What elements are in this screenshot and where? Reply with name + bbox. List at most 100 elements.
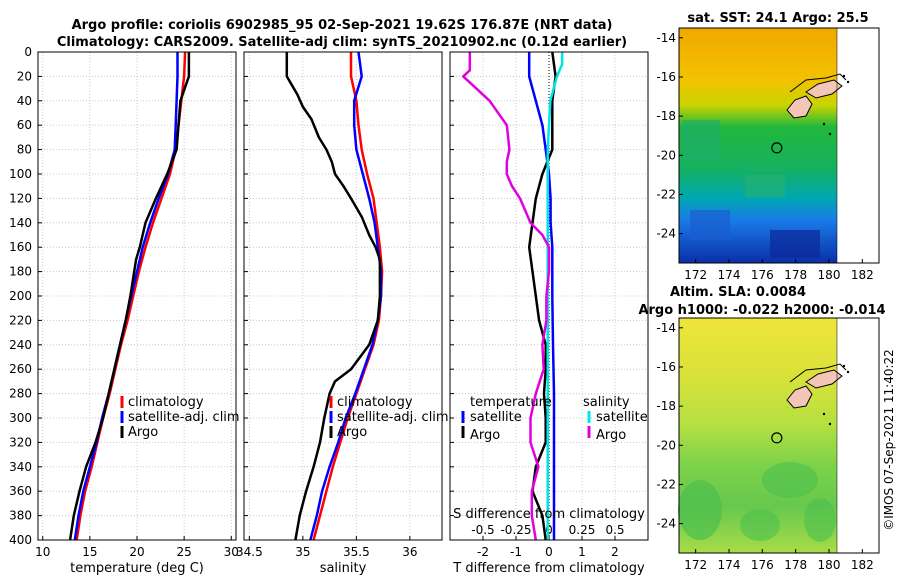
legend-label-t-satellite: satellite — [470, 410, 522, 425]
lon-tick-label: 180 — [818, 268, 841, 282]
lat-tick-label: -20 — [656, 148, 676, 162]
lon-tick-label: 178 — [784, 558, 807, 572]
x-tick-label: 25 — [177, 545, 192, 559]
s-difference-axis-label: S difference from climatology — [453, 507, 645, 522]
temperature-legend: climatology satellite-adj. clim Argo — [120, 395, 240, 440]
y-tick-label: 160 — [9, 240, 32, 254]
y-tick-label: 340 — [9, 460, 32, 474]
lat-tick-label: -14 — [656, 31, 676, 45]
y-tick-label: 320 — [9, 435, 32, 449]
legend-label-s-argo: Argo — [596, 428, 626, 443]
y-tick-label: 240 — [9, 338, 32, 352]
lat-tick-label: -20 — [656, 438, 676, 452]
lat-tick-label: -22 — [656, 187, 676, 201]
depth-axis-ticks: 0 20 40 60 80 100 120 140 160 180 200 220 240 260 280 3… — [9, 45, 32, 547]
y-tick-label: 220 — [9, 313, 32, 327]
sla-map-title: Altim. SLA: 0.0084 — [670, 285, 806, 300]
x-tick-label: 35 — [295, 545, 310, 559]
y-tick-label: 200 — [9, 289, 32, 303]
series-line-climatology — [312, 52, 384, 541]
y-tick-label: 400 — [9, 533, 32, 547]
t-difference-axis-ticks: -2 -1 0 1 2 — [477, 545, 619, 559]
figure-title-line-2: Climatology: CARS2009. Satellite-adj cli… — [57, 35, 627, 50]
legend-label-argo: Argo — [128, 425, 158, 440]
legend-title-temperature: temperature — [470, 395, 552, 410]
legend-title-salinity: salinity — [583, 395, 630, 410]
temperature-axis-ticks: 10 15 20 25 30 — [35, 545, 239, 559]
fiji-islands — [786, 363, 850, 426]
series-line-temperature-argo — [527, 51, 557, 541]
x-tick-label: 0 — [545, 545, 553, 559]
lat-tick-label: -18 — [656, 399, 676, 413]
x-tick-label: 1 — [578, 545, 586, 559]
salinity-axis-ticks: 34.5 35 35.5 36 — [236, 545, 418, 559]
y-tick-label: 100 — [9, 167, 32, 181]
series-line-salinity-satellite — [546, 52, 564, 540]
fiji-islands — [786, 73, 850, 136]
legend-label-t-argo: Argo — [470, 428, 500, 443]
temperature-panel: 0 20 40 60 80 100 120 140 160 180 200 220 240 260 280 3… — [9, 45, 240, 576]
x-tick-label: 15 — [82, 545, 97, 559]
lon-tick-label: 178 — [784, 268, 807, 282]
salinity-axis-label: salinity — [320, 561, 367, 576]
x-tick-label: 36 — [402, 545, 417, 559]
s-tick-label: 0.5 — [605, 523, 624, 537]
difference-panel: -2 -1 0 1 2 -0.5 -0.25 0 0.25 0.5 T difference f… — [449, 51, 649, 576]
s-tick-label: -0.25 — [500, 523, 531, 537]
series-line-argo — [68, 52, 191, 541]
y-tick-label: 280 — [9, 387, 32, 401]
lon-tick-label: 182 — [851, 558, 874, 572]
lon-tick-label: 172 — [684, 558, 707, 572]
x-tick-label: 2 — [611, 545, 619, 559]
salinity-panel: 34.5 35 35.5 36 salinity climatology satell… — [236, 51, 449, 576]
series-line-salinity-argo — [461, 52, 551, 541]
sla-map: Altim. SLA: 0.0084 Argo h1000: -0.022 h2… — [638, 285, 885, 572]
x-tick-label: 35.5 — [343, 545, 370, 559]
x-tick-label: 30 — [224, 545, 239, 559]
watermark: ©IMOS 07-Sep-2021 11:40:22 — [882, 349, 896, 531]
legend-label-argo: Argo — [337, 425, 367, 440]
sst-map: sat. SST: 24.1 Argo: 25.5 172 174 176 178 18… — [656, 11, 880, 282]
lon-tick-label: 176 — [751, 558, 774, 572]
s-tick-label: 0 — [545, 523, 553, 537]
y-tick-label: 180 — [9, 265, 32, 279]
lon-tick-label: 180 — [818, 558, 841, 572]
argo-location-marker — [771, 432, 783, 444]
sla-map-subtitle: Argo h1000: -0.022 h2000: -0.014 — [638, 303, 885, 318]
lon-tick-label: 176 — [751, 268, 774, 282]
difference-legend: temperature satellite Argo salinity sate… — [461, 395, 648, 443]
y-tick-label: 380 — [9, 509, 32, 523]
lon-tick-label: 182 — [851, 268, 874, 282]
legend-label-satellite: satellite-adj. clim — [128, 410, 240, 425]
lat-tick-label: -18 — [656, 109, 676, 123]
lat-tick-label: -16 — [656, 360, 676, 374]
x-tick-label: 10 — [35, 545, 50, 559]
y-tick-label: 300 — [9, 411, 32, 425]
y-tick-label: 120 — [9, 191, 32, 205]
lon-tick-label: 174 — [718, 268, 741, 282]
x-tick-label: -2 — [477, 545, 489, 559]
y-tick-label: 260 — [9, 362, 32, 376]
lat-tick-label: -14 — [656, 321, 676, 335]
series-line-temperature-satellite — [527, 52, 556, 540]
y-tick-label: 40 — [17, 94, 32, 108]
lat-tick-label: -22 — [656, 477, 676, 491]
s-difference-axis-ticks: -0.5 -0.25 0 0.25 0.5 — [471, 523, 624, 537]
lat-tick-label: -24 — [656, 227, 676, 241]
argo-location-marker — [771, 142, 783, 154]
t-difference-axis-label: T difference from climatology — [452, 561, 645, 576]
series-line-argo — [285, 52, 382, 541]
s-tick-label: 0.25 — [569, 523, 596, 537]
sla-patches — [678, 462, 836, 542]
legend-label-climatology: climatology — [337, 395, 413, 410]
x-tick-label: 20 — [129, 545, 144, 559]
y-tick-label: 360 — [9, 484, 32, 498]
lat-tick-label: -16 — [656, 70, 676, 84]
lat-tick-label: -24 — [656, 517, 676, 531]
s-tick-label: -0.5 — [471, 523, 494, 537]
x-tick-label: 34.5 — [236, 545, 263, 559]
legend-label-s-satellite: satellite — [596, 410, 648, 425]
figure-title-line-1: Argo profile: coriolis 6902985_95 02-Sep… — [72, 18, 613, 33]
lon-tick-label: 174 — [718, 558, 741, 572]
